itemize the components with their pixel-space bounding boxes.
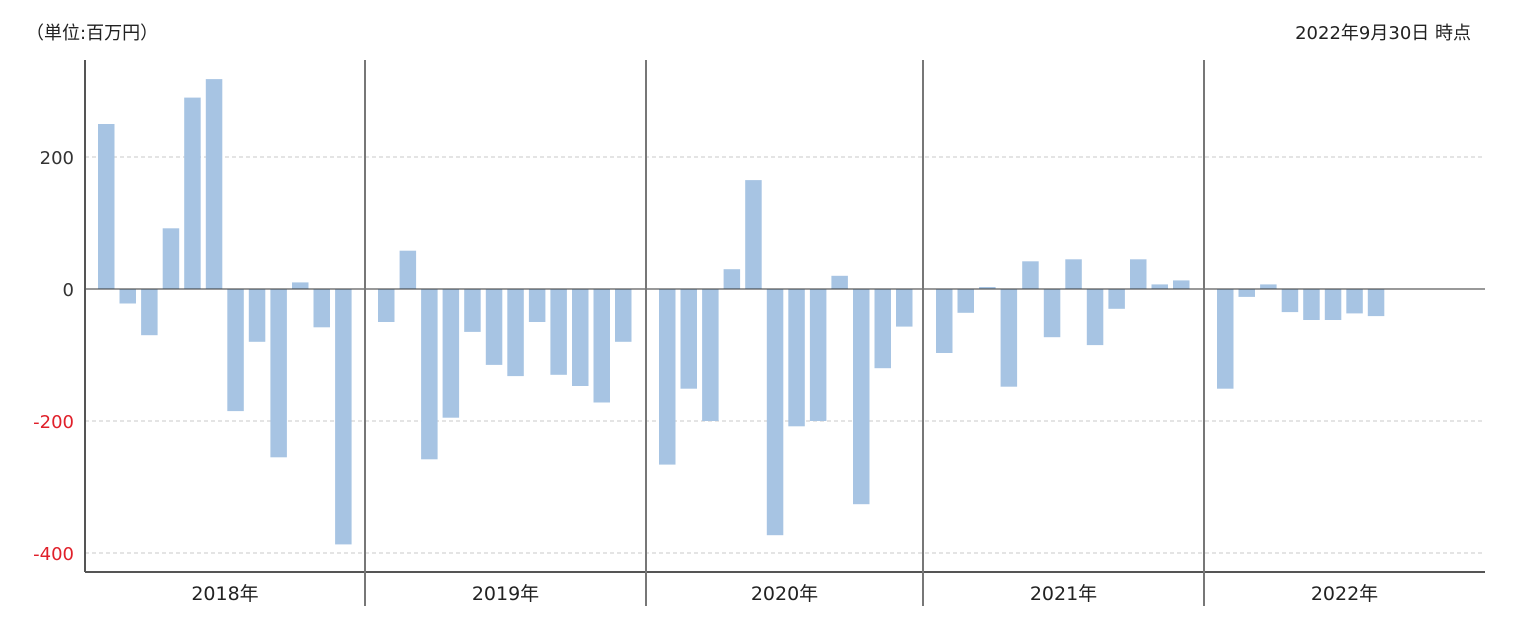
bar bbox=[766, 289, 784, 536]
bar bbox=[593, 289, 610, 403]
bar bbox=[831, 275, 848, 289]
bar bbox=[659, 289, 676, 465]
bar bbox=[550, 289, 567, 375]
bar bbox=[292, 282, 309, 289]
bar bbox=[485, 289, 503, 365]
bar bbox=[723, 269, 741, 289]
bar bbox=[979, 287, 996, 289]
bar bbox=[572, 289, 589, 386]
bar bbox=[378, 289, 395, 322]
bar bbox=[788, 289, 805, 427]
bar bbox=[1108, 289, 1125, 309]
bar bbox=[1281, 289, 1299, 313]
bar bbox=[119, 289, 136, 304]
bar bbox=[141, 289, 158, 336]
bar bbox=[1000, 289, 1018, 387]
y-tick-label: -200 bbox=[33, 412, 74, 433]
bar bbox=[615, 289, 632, 342]
bar bbox=[1086, 289, 1104, 346]
year-label: 2018年 bbox=[191, 583, 258, 605]
unit-label: （単位:百万円） bbox=[26, 23, 159, 44]
bar bbox=[162, 228, 180, 289]
bar bbox=[248, 289, 266, 342]
bar bbox=[98, 124, 115, 289]
bar bbox=[874, 289, 891, 369]
as-of-date-label: 2022年9月30日 時点 bbox=[1295, 23, 1471, 44]
bar bbox=[957, 289, 974, 313]
year-label: 2019年 bbox=[472, 583, 539, 605]
bar bbox=[1151, 284, 1168, 289]
bar bbox=[1260, 284, 1277, 289]
bar bbox=[227, 289, 244, 412]
bar bbox=[680, 289, 697, 389]
bar bbox=[313, 289, 330, 328]
bar bbox=[1043, 289, 1061, 338]
year-label: 2022年 bbox=[1311, 583, 1378, 605]
y-tick-label: 0 bbox=[63, 280, 74, 301]
bar bbox=[399, 250, 417, 289]
bar bbox=[1022, 261, 1039, 289]
bar bbox=[442, 289, 460, 418]
bar bbox=[1346, 289, 1363, 314]
year-label: 2020年 bbox=[751, 583, 818, 605]
bar bbox=[270, 289, 287, 458]
bar bbox=[205, 79, 223, 289]
bar bbox=[745, 180, 762, 289]
bar bbox=[1130, 259, 1147, 289]
bar bbox=[1367, 289, 1385, 317]
bar bbox=[507, 289, 524, 377]
year-label: 2021年 bbox=[1030, 583, 1097, 605]
bar bbox=[1173, 280, 1190, 289]
bar bbox=[421, 289, 438, 460]
bar bbox=[184, 97, 201, 289]
bar bbox=[464, 289, 481, 332]
bar bbox=[702, 289, 719, 421]
y-tick-label: -400 bbox=[33, 544, 74, 565]
bar bbox=[1217, 289, 1234, 389]
bar bbox=[936, 289, 953, 353]
bar bbox=[1303, 289, 1320, 320]
bar bbox=[809, 289, 827, 421]
bar bbox=[896, 289, 913, 327]
bar bbox=[335, 289, 352, 545]
bar bbox=[1238, 289, 1255, 297]
bar bbox=[1065, 259, 1082, 289]
bar bbox=[853, 289, 870, 505]
bar bbox=[528, 289, 546, 322]
y-tick-label: 200 bbox=[40, 148, 74, 169]
bar bbox=[1324, 289, 1342, 320]
